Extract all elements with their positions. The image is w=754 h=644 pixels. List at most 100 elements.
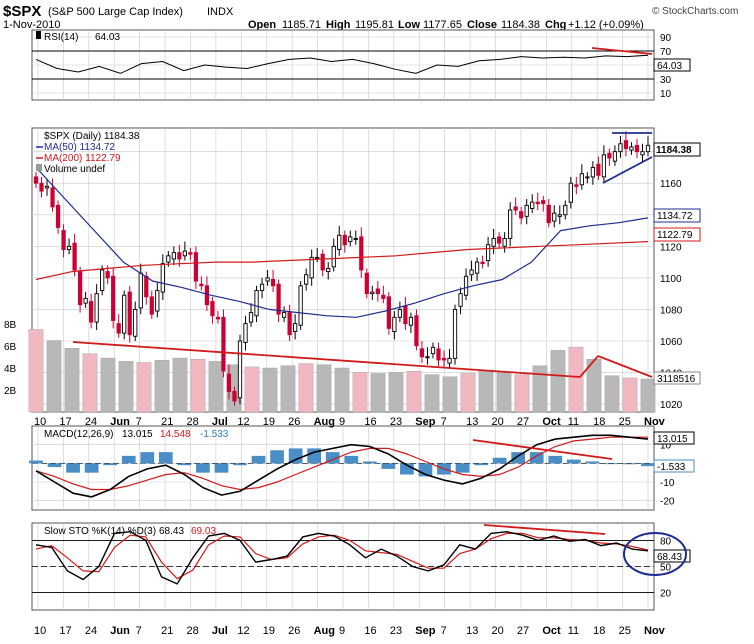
price-candle-body [287,312,292,336]
x-axis-label: 10 [34,625,46,637]
x-axis-label: 11 [568,625,579,637]
price-candle-body [364,272,369,295]
sto-last-value: 68.43 [657,552,682,563]
macd-histogram-bar [511,452,526,464]
header-date: 1-Nov-2010 [3,19,60,31]
price-candle-body [122,294,127,334]
price-candle-body [513,206,518,211]
volume-tick-label: 6B [4,342,17,353]
price-tick-label: 1160 [660,179,682,190]
header-close-value: 1184.38 [501,19,540,31]
price-candle-body [430,346,436,355]
macd-tick-label: -20 [660,497,675,508]
price-candle-body [55,204,61,228]
x-axis-label: 7 [136,625,142,637]
price-candle-body [530,201,535,209]
price-candle-body [221,316,226,372]
price-candle-body [304,274,309,285]
macd-histogram-bar [140,452,155,464]
price-legend-volume: Volume undef [44,164,105,175]
price-candle-body [337,234,342,250]
x-axis-label: 19 [263,625,275,637]
price-candle-body [634,144,640,153]
x-axis-label: 7 [441,416,447,428]
price-candle-body [188,252,193,255]
price-candle-body [497,236,502,244]
price-candle-body [408,316,414,326]
price-candle-body [568,182,573,203]
volume-tick-label: 4B [4,364,17,375]
macd-histogram-bar [121,455,136,464]
macd-histogram-bar [233,463,247,466]
price-candle-body [326,267,331,273]
x-axis-label: 18 [593,625,605,637]
rsi-last-box [653,58,691,72]
volume-bar [604,375,620,413]
price-candle-body [392,316,397,332]
price-candle-body [243,323,248,344]
price-candle-body [612,151,618,162]
header-low-label: Low [398,19,420,31]
x-axis-label: 21 [161,416,173,428]
volume-bar [496,372,512,413]
price-candle-body [149,296,154,315]
price-last-close: 1184.38 [656,145,692,156]
price-tick-label: 1060 [660,337,683,348]
price-candle-body [72,242,77,271]
x-axis-label: 25 [619,416,631,428]
price-candle-body [50,187,55,208]
volume-bar [370,373,386,413]
price-candle-body [44,185,50,189]
price-last-box [653,142,701,157]
price-candle-body [491,237,496,247]
macd-histogram-bar [103,463,118,466]
price-candle-body [33,176,39,184]
macd-histogram-bar [251,455,266,464]
price-candle-body [397,308,403,318]
macd-hist-last-box [653,459,695,473]
macd-histogram-bar [566,459,581,464]
rsi-legend-label: RSI(14) [44,32,78,43]
rsi-tick-label: 90 [660,33,672,44]
volume-bar [28,329,44,413]
ma200-line [35,241,649,281]
x-axis-label: 23 [390,625,402,637]
price-candle-body [386,296,391,329]
price-candle-body [359,236,364,271]
volume-bar [442,376,458,413]
price-candle-body [485,244,491,261]
macd-line [35,434,649,498]
price-candle-body [89,301,94,323]
price-candle-body [226,373,232,392]
price-candle-body [248,312,254,323]
price-candle-body [270,279,276,287]
macd-histogram-bar [66,463,80,473]
header-low-value: 1177.65 [423,19,462,31]
header-symbol: $SPX [3,3,41,20]
header-exchange: INDX [207,6,234,18]
macd-histogram-bar [270,450,284,464]
volume-bar [406,371,422,413]
volume-bar [100,357,116,413]
volume-spike-down-line [597,355,653,378]
macd-histogram-bar [29,460,43,464]
volume-tick-label: 8B [4,320,17,331]
rsi-legend-value: 64.03 [95,32,120,43]
x-axis-label: 12 [237,625,249,637]
sto-legend-k: 68.43 [159,526,184,537]
x-axis-label: 16 [364,416,376,428]
macd-histogram-bar [177,463,192,466]
sto-k-line [35,530,649,585]
x-axis-label: 26 [288,416,300,428]
price-candle-body [166,255,171,263]
macd-histogram-bar [158,452,173,464]
macd-histogram-bar [585,461,600,464]
macd-divergence-line [472,439,613,460]
price-candle-body [160,263,165,293]
price-legend-title: $SPX (Daily) 1184.38 [44,131,140,142]
volume-bar [514,374,530,413]
price-candle-body [353,237,358,240]
price-candle-body [210,301,215,317]
